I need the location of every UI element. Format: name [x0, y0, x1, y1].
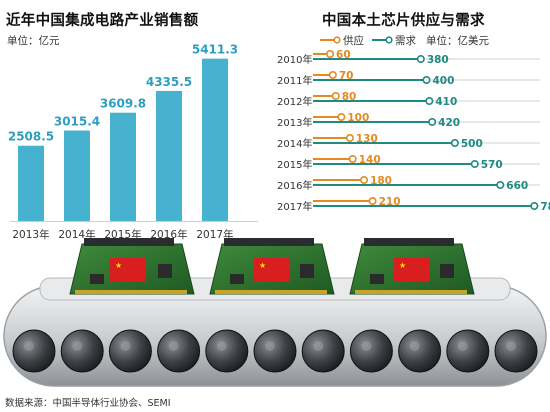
- demand-value-1: 380: [427, 54, 449, 66]
- data-source-note: 数据来源：中国半导体行业协会、SEMI: [5, 398, 171, 409]
- supply-value-2: 70: [339, 70, 354, 82]
- supply-value-5: 130: [356, 133, 378, 145]
- demand-point-4: [428, 118, 437, 127]
- bar-value-label-3: 3609.8: [100, 97, 146, 111]
- roller-highlight-5: [216, 341, 227, 351]
- roller-11: [494, 329, 538, 373]
- supply-point-8: [368, 197, 377, 206]
- roller-highlight-9: [409, 341, 420, 351]
- roller-8: [349, 329, 393, 373]
- supply-point-4: [337, 113, 346, 122]
- supply-point-6: [348, 155, 357, 164]
- bar-chart-unit: 单位：亿元: [7, 35, 60, 47]
- supply-value-6: 140: [359, 154, 381, 166]
- bar-2: [64, 130, 90, 221]
- supply-value-3: 80: [342, 91, 357, 103]
- demand-value-5: 500: [461, 138, 483, 150]
- bar-1: [18, 145, 44, 221]
- roller-1: [12, 329, 56, 373]
- demand-point-3: [425, 96, 434, 105]
- year-label-6: 2015年: [277, 158, 312, 171]
- demand-point-8: [530, 202, 539, 211]
- demand-point-6: [470, 160, 479, 169]
- supply-point-5: [345, 134, 354, 143]
- legend-demand-marker: [372, 36, 393, 44]
- demand-point-5: [450, 139, 459, 148]
- roller-4: [157, 329, 201, 373]
- demand-value-3: 410: [435, 96, 457, 108]
- bar-value-label-4: 4335.5: [146, 75, 192, 89]
- bar-4: [156, 90, 182, 221]
- roller-10: [446, 329, 490, 373]
- demand-value-7: 660: [506, 180, 528, 192]
- legend-demand-label: 需求: [395, 35, 416, 47]
- year-label-8: 2017年: [277, 200, 312, 213]
- svg-text:★: ★: [259, 261, 266, 270]
- demand-value-6: 570: [481, 159, 503, 171]
- supply-point-2: [328, 70, 337, 79]
- demand-point-1: [416, 55, 425, 64]
- year-label-2: 2011年: [277, 74, 312, 87]
- supply-value-7: 180: [370, 175, 392, 187]
- supply-point-1: [326, 49, 335, 59]
- roller-7: [301, 329, 345, 373]
- roller-6: [253, 329, 297, 373]
- demand-value-8: 780: [540, 201, 550, 213]
- demand-value-2: 400: [433, 75, 455, 87]
- demand-point-2: [422, 75, 431, 84]
- conveyor-illustration: ★ ★ ★: [3, 238, 547, 387]
- supply-value-8: 210: [379, 196, 401, 208]
- svg-text:★: ★: [399, 261, 406, 270]
- bar-3: [110, 112, 136, 221]
- supply-demand-chart: 2010年 380 60 2011年 400 70 2012年 410 80 2013年 420 10…: [277, 49, 550, 213]
- roller-highlight-1: [24, 341, 34, 351]
- circuit-board-3: ★: [349, 238, 475, 295]
- bar-chart-title: 近年中国集成电路产业销售额: [6, 13, 199, 29]
- year-label-5: 2014年: [277, 137, 312, 150]
- roller-9: [398, 329, 442, 373]
- bar-value-label-2: 3015.4: [54, 115, 100, 129]
- dot-chart-title: 中国本土芯片供应与需求: [322, 13, 485, 29]
- supply-value-4: 100: [347, 112, 369, 124]
- bar-chart: 2508.52013年3015.42014年3609.82015年4335.52…: [8, 43, 258, 241]
- circuit-board-2: ★: [209, 238, 335, 295]
- legend-supply-label: 供应: [343, 35, 364, 47]
- supply-value-1: 60: [336, 49, 351, 61]
- year-label-3: 2012年: [277, 95, 312, 108]
- year-label-1: 2010年: [277, 53, 312, 66]
- year-label-4: 2013年: [277, 116, 312, 129]
- bar-value-label-5: 5411.3: [192, 43, 238, 57]
- roller-2: [60, 329, 104, 373]
- bar-5: [202, 58, 228, 222]
- svg-text:★: ★: [115, 261, 122, 270]
- roller-5: [205, 329, 249, 373]
- legend-supply-marker: [320, 36, 341, 44]
- circuit-board-1: ★: [69, 238, 195, 295]
- bar-category-label-1: 2013年: [12, 228, 49, 241]
- roller-highlight-10: [457, 341, 468, 351]
- dot-chart-unit: 单位：亿美元: [426, 35, 489, 47]
- roller-highlight-4: [168, 341, 179, 351]
- roller-highlight-11: [506, 341, 516, 351]
- roller-highlight-3: [120, 341, 131, 351]
- supply-point-3: [331, 91, 340, 100]
- roller-highlight-7: [313, 341, 324, 351]
- roller-highlight-2: [72, 341, 83, 351]
- demand-value-4: 420: [438, 117, 460, 129]
- bar-value-label-1: 2508.5: [8, 130, 54, 144]
- roller-highlight-6: [265, 341, 275, 351]
- roller-highlight-8: [361, 341, 372, 351]
- demand-point-7: [496, 181, 505, 190]
- conveyor-rollers: [12, 329, 538, 373]
- year-label-7: 2016年: [277, 179, 312, 192]
- roller-3: [108, 329, 152, 373]
- supply-point-7: [360, 176, 369, 185]
